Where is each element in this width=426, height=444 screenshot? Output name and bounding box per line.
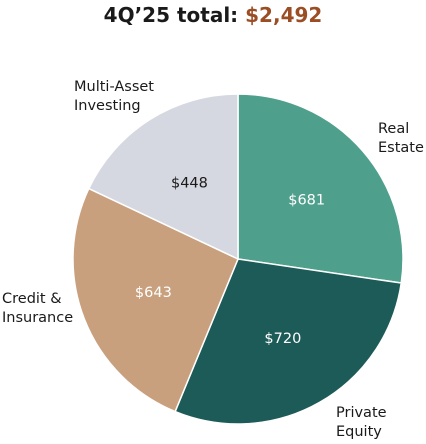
pie-slice-0	[237, 93, 404, 284]
slice-category-label-line: Investing	[74, 98, 141, 114]
value-labels: $681 $720 $643 $448	[135, 175, 325, 347]
slice-value-label-2: $643	[135, 285, 172, 301]
slice-category-label-line: Multi-Asset	[74, 79, 154, 95]
slice-category-label-line: Insurance	[2, 310, 73, 326]
slice-category-label-3: Multi-Asset Investing	[74, 79, 154, 114]
title-total-value: $2,492	[245, 3, 322, 27]
slice-value-label-1: $720	[264, 331, 301, 347]
slice-category-label-line: Equity	[336, 424, 382, 440]
slice-category-label-1: Private Equity	[336, 405, 387, 440]
slice-value-label-0: $681	[288, 193, 325, 209]
slice-category-label-line: Credit &	[2, 291, 62, 307]
pie-slices	[72, 93, 404, 425]
pie-slice-3	[87, 93, 239, 261]
slice-category-label-2: Credit & Insurance	[2, 291, 73, 326]
slice-value-label-3: $448	[171, 175, 208, 191]
chart-title: 4Q’25 total: $2,492	[104, 3, 323, 27]
pie-slice-1	[174, 258, 403, 425]
slice-category-label-line: Real	[378, 121, 409, 137]
title-prefix: 4Q’25 total:	[104, 3, 245, 27]
category-labels: Real Estate Private Equity Credit & Insurance…	[2, 79, 424, 440]
slice-category-label-line: Private	[336, 405, 387, 421]
slice-category-label-0: Real Estate	[378, 121, 424, 156]
slice-category-label-line: Estate	[378, 140, 424, 156]
pie-slice-2	[72, 187, 239, 413]
